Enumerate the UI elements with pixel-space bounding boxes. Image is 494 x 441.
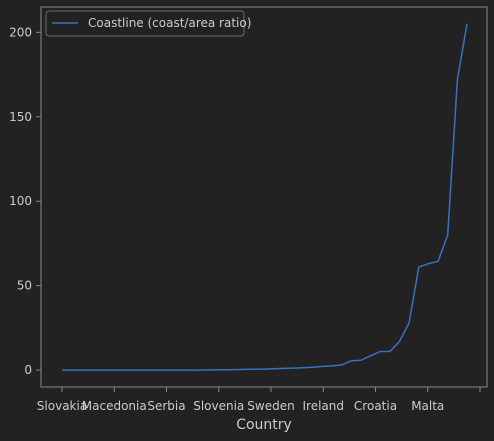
legend: Coastline (coast/area ratio) [45, 10, 251, 37]
legend-label: Coastline (coast/area ratio) [88, 16, 251, 30]
y-tick-label: 100 [9, 194, 32, 208]
x-tick-label: Ireland [302, 399, 344, 413]
y-tick-label: 50 [17, 279, 32, 293]
x-tick-label: Slovenia [193, 399, 244, 413]
plot-frame [40, 6, 488, 388]
legend-box [45, 10, 245, 37]
x-axis-label: Country [236, 417, 292, 433]
y-tick-label: 150 [9, 110, 32, 124]
x-tick-label: Slovakia [37, 399, 87, 413]
series-line-coastline [62, 23, 468, 371]
x-tick-label: Serbia [147, 399, 185, 413]
x-tick-label: Malta [411, 399, 444, 413]
y-axis: 0 50 100 150 200 [9, 25, 41, 377]
y-tick-label: 200 [9, 25, 32, 39]
x-tick-label: Macedonia [82, 399, 147, 413]
x-tick-label: Croatia [354, 399, 397, 413]
y-tick-label: 0 [24, 363, 32, 377]
x-tick-label: Sweden [247, 399, 294, 413]
